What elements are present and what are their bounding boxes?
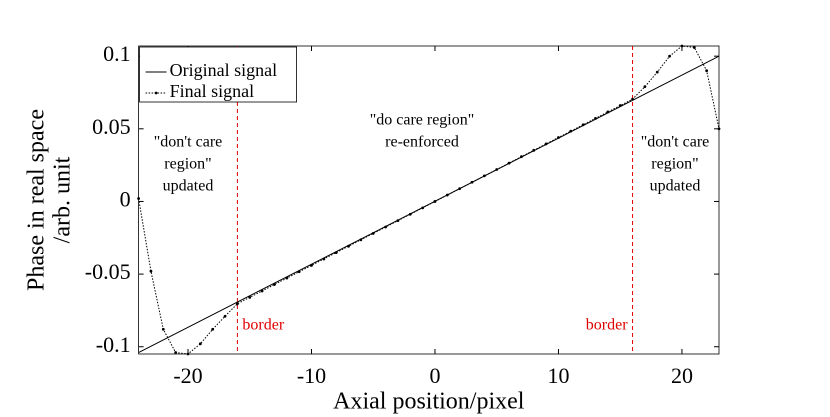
x-tick-label: 20 [671,363,693,388]
series-marker [470,180,474,184]
legend-box [139,46,298,103]
y-axis-label: Phase in real space [24,109,50,291]
annotation: region" [651,156,698,173]
series-marker [248,295,252,299]
series-marker [174,351,178,354]
series-marker [495,168,499,171]
series-marker [297,270,301,274]
series-marker [421,206,425,210]
y-tick-label: -0.05 [85,259,131,284]
x-tick-label: -10 [297,363,326,388]
series-marker [273,283,276,286]
annotation: updated [650,178,701,195]
x-tick-label: 10 [547,363,569,388]
y-tick-label: 0 [120,186,131,211]
series-line [138,45,720,355]
series-marker [161,327,165,331]
series-marker [384,225,387,229]
series-marker [445,193,449,197]
series-marker [668,54,672,58]
series-marker [198,342,202,346]
series-marker [347,244,350,248]
series-marker [680,44,684,48]
series-marker [569,129,573,133]
series-marker [482,174,486,178]
legend-label: Original signal [170,60,277,80]
series-marker [260,289,264,293]
legend-label: Final signal [170,81,255,101]
y-axis-label: /arb. unit [50,156,76,243]
series-marker [458,187,462,191]
series-marker [717,127,721,131]
x-tick-label: -20 [173,363,202,388]
series-marker [396,219,400,223]
series-marker [532,148,536,152]
annotation: region" [164,156,211,173]
annotation: re-enforced [385,134,459,151]
series-marker [371,232,375,235]
series-marker [606,110,610,114]
series-marker [581,123,585,127]
border-label: border [586,317,628,334]
series-marker [544,142,548,146]
series-marker [211,327,215,331]
series-marker [594,116,597,120]
series-marker [433,200,437,203]
series-marker [285,276,289,280]
series-marker [186,352,190,356]
series-marker [618,104,622,107]
series-marker [334,251,338,254]
annotation: updated [163,178,214,195]
series-line [138,55,720,353]
series-marker [643,85,647,89]
series-marker [692,46,696,49]
border-label: border [242,317,284,334]
series-marker [408,212,412,216]
series-marker [223,314,227,318]
y-tick-label: 0.1 [103,41,131,66]
annotation: "don't care [154,134,223,151]
series-marker [137,197,141,200]
series-marker [655,70,659,74]
x-axis-label: Axial position/pixel [333,389,525,415]
series-marker [507,161,511,165]
series-marker [557,136,560,139]
series-marker [520,155,523,159]
annotation: "do care region" [370,112,475,129]
series-marker [310,263,313,267]
series-marker [705,69,709,73]
annotation: "don't care [641,134,710,151]
series-marker [235,302,239,306]
legend-marker [154,91,158,95]
x-tick-label: 0 [429,363,440,388]
series-marker [322,257,326,261]
y-tick-label: 0.05 [92,114,131,139]
series-marker [631,97,634,101]
series-marker [149,269,153,273]
y-tick-label: -0.1 [96,332,131,357]
series-marker [359,238,363,242]
